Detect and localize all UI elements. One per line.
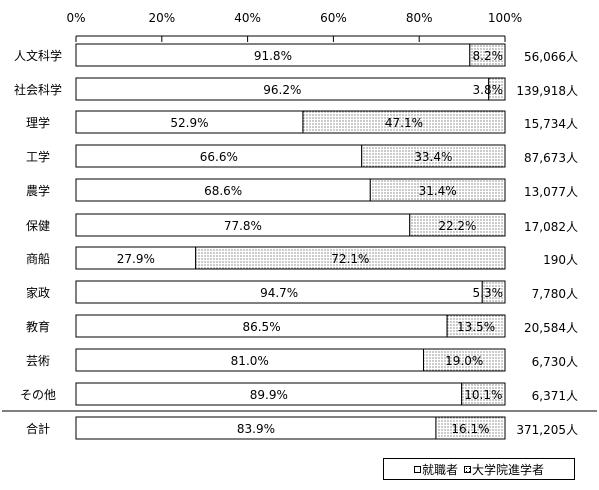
total-count-label: 17,082人 (524, 220, 578, 234)
label-grad: 5.3% (473, 286, 504, 300)
legend-item-grad: 大学院進学者 (464, 461, 544, 478)
total-count-label: 15,734人 (524, 117, 578, 131)
category-label: 農学 (26, 183, 50, 198)
label-employed: 77.8% (224, 219, 262, 233)
legend-label-grad: 大学院進学者 (472, 462, 545, 477)
bar-grad (422, 348, 506, 372)
total-count-label: 190人 (543, 253, 578, 267)
label-employed: 68.6% (204, 184, 242, 198)
bar-grad (481, 280, 506, 304)
bar-row: 保健 77.8% 22.2% 17,082人 (26, 213, 578, 237)
total-count-label: 6,371人 (532, 389, 578, 403)
legend-item-employed: 就職者 (413, 461, 458, 478)
bar-grad (409, 213, 506, 237)
bar-row: 社会科学 96.2% 3.8% 139,918人 (14, 77, 578, 101)
category-label: 商船 (26, 251, 50, 266)
bar-row: その他 89.9% 10.1% 6,371人 (20, 382, 578, 406)
bar-grad (361, 144, 506, 168)
category-label: 家政 (26, 285, 50, 300)
label-employed: 91.8% (254, 49, 292, 63)
category-label: 理学 (26, 115, 50, 130)
category-label: 人文科学 (14, 48, 62, 63)
total-count-label: 139,918人 (516, 84, 578, 98)
label-grad: 16.1% (451, 422, 489, 436)
legend-label-employed: 就職者 (421, 462, 458, 477)
total-count-label: 20,584人 (524, 321, 578, 335)
category-label: その他 (20, 388, 56, 402)
x-tick-label: 60% (320, 11, 347, 25)
x-axis-ticks: 0% 20% 40% 60% 80% 100% (66, 11, 522, 25)
total-count-label: 56,066人 (524, 50, 578, 64)
label-grad: 33.4% (414, 150, 452, 164)
label-employed: 83.9% (237, 422, 275, 436)
label-employed: 94.7% (260, 286, 298, 300)
bar-row: 合計 83.9% 16.1% 371,205人 (26, 416, 578, 440)
label-employed: 52.9% (170, 116, 208, 130)
category-label: 教育 (26, 319, 50, 334)
label-employed: 27.9% (117, 252, 155, 266)
bar-grad (435, 416, 506, 440)
label-employed: 89.9% (250, 388, 288, 402)
bar-grad (461, 382, 506, 406)
label-grad: 47.1% (385, 116, 423, 130)
label-grad: 10.1% (464, 388, 502, 402)
bar-row: 工学 66.6% 33.4% 87,673人 (26, 144, 578, 168)
total-count-label: 7,780人 (532, 287, 578, 301)
label-grad: 8.2% (473, 49, 504, 63)
x-tick-label: 20% (148, 11, 175, 25)
label-grad: 3.8% (473, 83, 504, 97)
category-label: 社会科学 (14, 82, 62, 97)
legend: 就職者 大学院進学者 (383, 458, 575, 480)
label-grad: 72.1% (331, 252, 369, 266)
label-grad: 31.4% (419, 184, 457, 198)
bar-row: 商船 27.9% 72.1% 190人 (26, 246, 578, 270)
total-count-label: 87,673人 (524, 151, 578, 165)
bar-grad (446, 314, 506, 338)
legend-swatch-grad (464, 465, 471, 473)
gridlines (75, 35, 506, 42)
total-count-label: 13,077人 (524, 185, 578, 199)
bar-grad (488, 77, 506, 101)
bar-row: 家政 94.7% 5.3% 7,780人 (26, 280, 578, 304)
label-employed: 81.0% (231, 354, 269, 368)
total-count-label: 6,730人 (532, 355, 578, 369)
label-employed: 96.2% (263, 83, 301, 97)
bar-row: 教育 86.5% 13.5% 20,584人 (26, 314, 578, 338)
x-tick-label: 100% (488, 11, 522, 25)
x-tick-label: 80% (406, 11, 433, 25)
label-grad: 19.0% (445, 354, 483, 368)
category-label: 工学 (26, 149, 50, 164)
category-label: 保健 (26, 219, 50, 233)
x-tick-label: 0% (66, 11, 85, 25)
bar-row: 人文科学 91.8% 8.2% 56,066人 (14, 43, 578, 67)
bar-grad (369, 178, 506, 202)
bar-row: 農学 68.6% 31.4% 13,077人 (26, 178, 578, 202)
label-employed: 86.5% (242, 320, 280, 334)
x-tick-label: 40% (234, 11, 261, 25)
category-label: 芸術 (26, 354, 50, 368)
bar-row: 理学 52.9% 47.1% 15,734人 (26, 110, 578, 134)
label-grad: 13.5% (457, 320, 495, 334)
label-employed: 66.6% (200, 150, 238, 164)
bar-grad (469, 43, 506, 67)
total-count-label: 371,205人 (516, 423, 578, 437)
category-label: 合計 (26, 421, 50, 436)
bar-row: 芸術 81.0% 19.0% 6,730人 (26, 348, 578, 372)
bar-grad (195, 246, 506, 270)
legend-swatch-employed (413, 465, 421, 473)
bar-grad (302, 110, 506, 134)
label-grad: 22.2% (438, 219, 476, 233)
